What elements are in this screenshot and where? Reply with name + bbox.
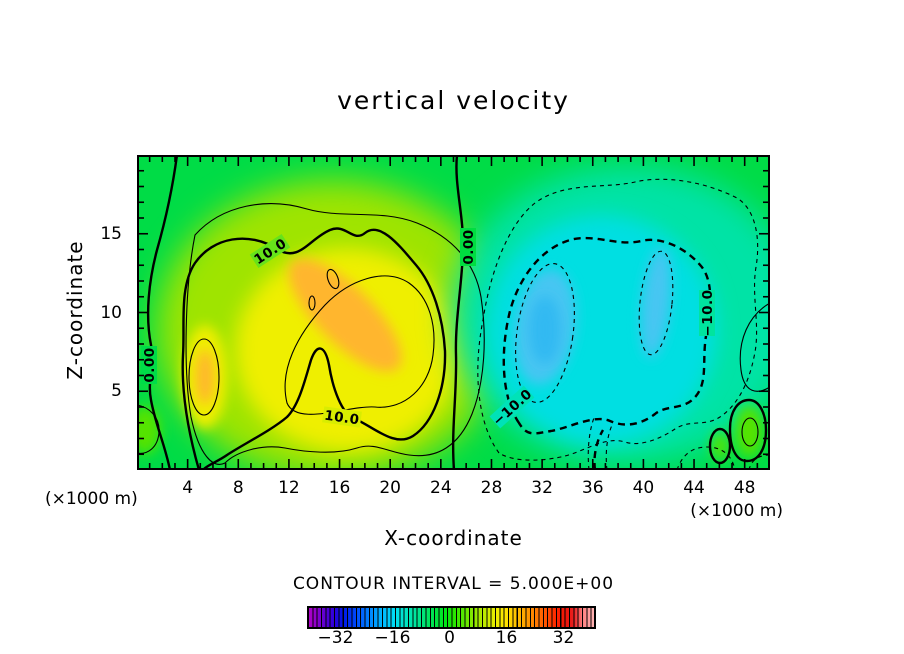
- x-tick-label: 16: [328, 478, 351, 498]
- colorbar-tick-label: 16: [495, 628, 518, 648]
- x-axis-label: X-coordinate: [384, 526, 523, 550]
- fill-deep-blue-peak: [529, 296, 561, 364]
- colorbar-tick-label: 32: [552, 628, 575, 648]
- contour-line-pos10: [181, 227, 447, 470]
- chart-title: vertical velocity: [337, 86, 570, 115]
- x-tick-label: 24: [430, 478, 452, 498]
- z-axis-label: Z-coordinate: [63, 240, 87, 380]
- x-tick-label: 28: [480, 478, 503, 498]
- contour-line-corner-inner: [741, 417, 759, 447]
- x-tick-label: 12: [278, 478, 300, 498]
- contour-line-neg5-bottom-1: [676, 446, 736, 470]
- x-tick-label: 40: [632, 478, 655, 498]
- contour-label-zero-left: 0.00: [142, 347, 158, 382]
- z-tick-label: 15: [100, 223, 122, 244]
- x-tick-label: 44: [683, 478, 705, 498]
- contour-line-pos15-left: [188, 338, 220, 416]
- fill-corner-green-blob-1: [735, 405, 763, 457]
- fill-orange-main-peak: [288, 258, 402, 372]
- contour-line-right-edge: [739, 302, 770, 392]
- colorbar: [307, 606, 596, 629]
- x-tick-label: 48: [733, 478, 756, 498]
- contour-line-tiny-2: [308, 295, 316, 311]
- colorbar-tick-label: −32: [317, 628, 354, 648]
- contour-line-zero-central: [451, 155, 465, 470]
- z-axis-unit-label: (×1000 m): [45, 489, 138, 509]
- contour-line-neg15-2: [638, 250, 674, 356]
- contour-label-bg: [699, 290, 715, 336]
- colorbar-tick-label: −16: [374, 628, 411, 648]
- contour-line-zero-left: [146, 155, 179, 470]
- fill-corner-green-blob-2: [712, 432, 728, 460]
- contour-label-bg: [322, 406, 362, 428]
- contour-interval-text: CONTOUR INTERVAL = 5.000E+00: [292, 574, 615, 594]
- x-tick-label: 4: [182, 478, 194, 498]
- contour-plot: 10.0 10.0 0.00 0.00 −10.0 −10.0: [137, 155, 770, 470]
- contour-line-neg15-1: [515, 263, 575, 403]
- x-tick-label: 36: [581, 478, 604, 498]
- contour-label-zero-mid: 0.00: [461, 229, 477, 264]
- contour-label-bg: [249, 233, 291, 269]
- x-tick-label: 32: [531, 478, 553, 498]
- fill-orange-left-peak: [196, 349, 214, 405]
- axis-ticks: [139, 157, 768, 468]
- contour-label-bg: [489, 385, 535, 429]
- z-tick-label: 10: [100, 302, 122, 323]
- contour-line-neg5-notch-1: [587, 414, 596, 470]
- fill-light-blue-peak-2: [640, 248, 672, 358]
- colorbar-tick-label: 0: [444, 628, 455, 648]
- z-tick-label: 5: [111, 381, 122, 402]
- contour-line-neg10: [502, 236, 712, 435]
- x-axis-unit-label: (×1000 m): [690, 501, 783, 521]
- contour-line-neg5-bottom-2: [748, 454, 770, 470]
- contour-line-tiny-1: [326, 268, 340, 290]
- contour-label-bg: [460, 228, 476, 266]
- contour-label-pos10-lower: 10.0: [323, 408, 360, 429]
- contour-line-pos5: [185, 203, 485, 465]
- plot-frame: [137, 155, 770, 470]
- contour-line-pos15-main: [284, 275, 435, 415]
- contour-lines: [137, 155, 770, 470]
- contour-label-bg: [141, 346, 157, 384]
- x-tick-label: 8: [232, 478, 244, 498]
- contour-line-neg10-notch: [593, 429, 605, 470]
- contour-label-neg10-vert: −10.0: [700, 289, 716, 336]
- contour-line-neg5-notch-2: [605, 422, 614, 470]
- contour-line-zero-corner-1: [728, 398, 768, 463]
- contour-fill-field: [137, 155, 770, 470]
- x-tick-label: 20: [379, 478, 402, 498]
